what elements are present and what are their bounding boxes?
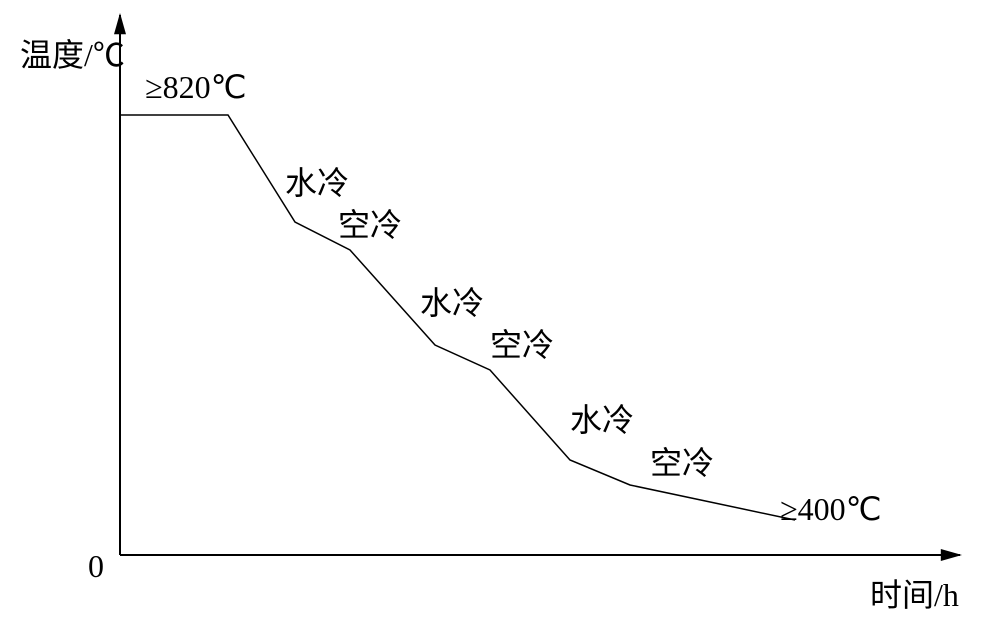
end-temp-label: ≥400℃ [780,490,882,528]
segment-label: 水冷 [570,395,634,441]
segment-label: 水冷 [285,158,349,204]
diagram-container: 温度/℃ 时间/h 0 ≥820℃ ≥400℃ 水冷空冷水冷空冷水冷空冷 [0,0,1000,619]
segment-label: 空冷 [490,320,554,366]
y-axis-label: 温度/℃ [20,30,125,76]
origin-label: 0 [88,548,104,585]
x-axis-label: 时间/h [870,570,959,616]
start-temp-label: ≥820℃ [145,68,247,106]
segment-label: 空冷 [650,438,714,484]
segment-label: 水冷 [420,278,484,324]
segment-label: 空冷 [338,200,402,246]
